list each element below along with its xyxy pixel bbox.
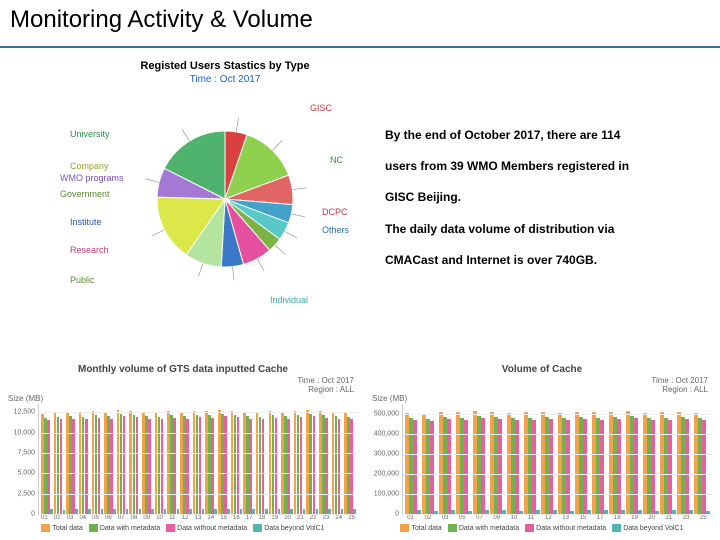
legend-item: Data with metadata — [448, 524, 519, 532]
legend-item: Data without metadata — [525, 524, 606, 532]
pie-label-nc: NC — [330, 155, 343, 165]
legend-item: Data without metadata — [166, 524, 247, 532]
bar-right-sub: Time : Oct 2017 Region : ALL — [368, 376, 708, 394]
bar-right-legend: Total data Data with metadata Data without… — [368, 524, 716, 532]
desc-line-4: The daily data volume of distribution vi… — [385, 214, 695, 245]
bar-left-legend: Total data Data with metadata Data without… — [4, 524, 362, 532]
desc-line-2: users from 39 WMO Members registered in — [385, 151, 695, 182]
slide: Monitoring Activity & Volume Registed Us… — [0, 0, 720, 540]
bar-chart-right: Volume of Cache Time : Oct 2017 Region :… — [368, 364, 716, 532]
pie-label-university: University — [70, 129, 110, 139]
pie-label-wmo-programs: WMO programs — [60, 173, 124, 183]
pie-subtitle: Time : Oct 2017 — [60, 74, 390, 85]
pie-area: GISC NC DCPC Others Individual Public Research… — [60, 89, 390, 309]
desc-line-1: By the end of October 2017, there are 11… — [385, 120, 695, 151]
legend-item: Data with metadata — [89, 524, 160, 532]
bar-chart-left: Monthly volume of GTS data inputted Cach… — [4, 364, 362, 532]
description-block: By the end of October 2017, there are 11… — [385, 120, 695, 276]
slide-title: Monitoring Activity & Volume — [10, 6, 313, 34]
pie-label-institute: Institute — [70, 217, 102, 227]
pie-label-individual: Individual — [270, 295, 308, 305]
bar-right-plot: 0100,000200,000300,000400,000500,000 — [402, 404, 712, 515]
pie-label-company: Company — [70, 161, 109, 171]
pie-label-dcpc: DCPC — [322, 207, 348, 217]
legend-item: Total data — [400, 524, 441, 532]
bar-left-sub: Time : Oct 2017 Region : ALL — [4, 376, 354, 394]
pie-label-government: Government — [60, 189, 110, 199]
legend-item: Data beyond VolC1 — [253, 524, 324, 532]
title-divider — [0, 46, 720, 48]
bar-left-title: Monthly volume of GTS data inputted Cach… — [4, 364, 362, 375]
desc-line-5: CMACast and Internet is over 740GB. — [385, 245, 695, 276]
desc-line-3: GISC Beijing. — [385, 182, 695, 213]
pie-label-others: Others — [322, 225, 349, 235]
pie-label-research: Research — [70, 245, 109, 255]
pie-chart: Registed Users Stastics by Type Time : O… — [60, 60, 390, 320]
legend-item: Total data — [41, 524, 82, 532]
bar-right-title: Volume of Cache — [368, 364, 716, 375]
pie-title: Registed Users Stastics by Type — [60, 60, 390, 72]
bar-left-plot: 02,5005,0007,50010,00012,500 — [38, 404, 358, 515]
pie-label-gisc: GISC — [310, 103, 332, 113]
bar-right-ylabel: Size (MB) — [372, 394, 716, 403]
bar-left-ylabel: Size (MB) — [8, 394, 362, 403]
pie-label-public: Public — [70, 275, 95, 285]
legend-item: Data beyond VolC1 — [612, 524, 683, 532]
